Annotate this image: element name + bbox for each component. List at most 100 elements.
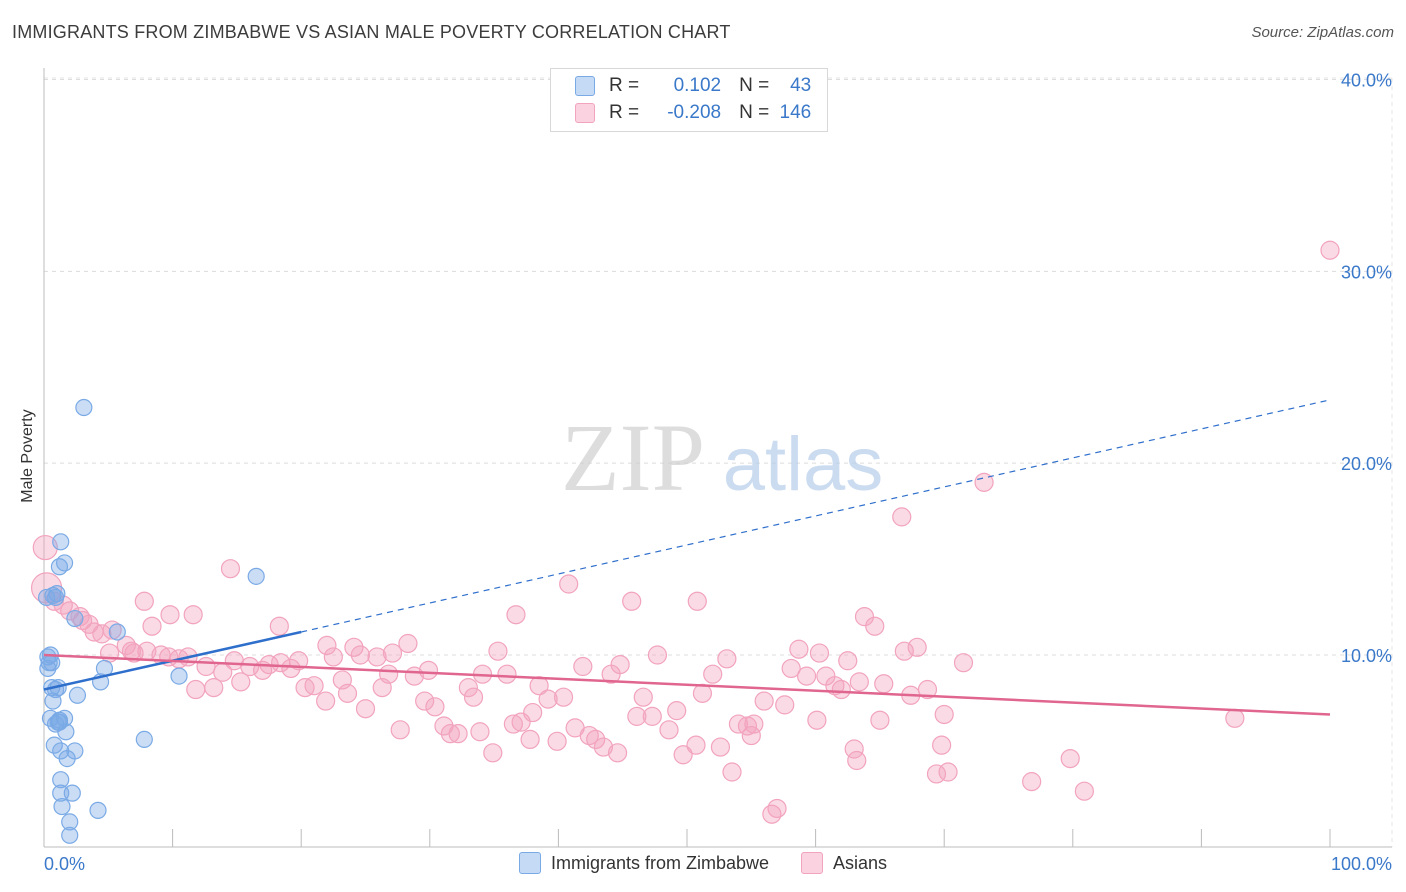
data-point-asians [622,591,642,611]
data-point-asians [807,710,827,730]
data-point-zimbabwe [50,558,69,576]
data-point-asians [448,724,468,744]
correlation-legend: R = 0.102 N = 43 R = -0.208 N = 146 [550,68,828,132]
legend-r-label: R = [609,75,640,96]
data-point-asians [240,656,260,677]
y-tick-label: 40.0% [1341,71,1392,91]
legend-label-asians: Asians [833,852,888,873]
data-point-asians [789,639,809,659]
data-point-asians [102,620,122,640]
data-point-asians [892,507,912,527]
data-point-asians [692,683,713,703]
data-point-asians [762,804,782,824]
legend-r-value: 0.102 [673,75,722,96]
data-point-asians [775,695,795,715]
data-point-asians [844,739,864,759]
data-point-zimbabwe [61,826,79,844]
series-legend: Immigrants from Zimbabwe Asians [0,852,1406,874]
data-point-asians [938,762,958,782]
data-point-asians [160,605,180,625]
data-point-zimbabwe [53,797,71,816]
data-point-zimbabwe [61,813,79,831]
data-point-asians [344,637,364,657]
data-point-asians [323,647,343,667]
watermark-atlas: atlas [723,422,884,507]
data-point-asians [607,743,628,763]
data-point-asians [415,691,435,711]
legend-item-asians: Asians [801,852,887,874]
data-point-asians [573,656,593,677]
data-point-zimbabwe [108,623,126,641]
data-point-zimbabwe [50,711,69,729]
data-point-asians [398,633,418,654]
data-point-asians [781,658,801,679]
data-point-asians [667,701,687,721]
legend-swatch-zimbabwe [518,852,541,874]
data-point-zimbabwe [63,784,81,802]
data-point-asians [220,559,241,579]
data-point-asians [1225,708,1245,728]
data-point-asians [390,720,410,740]
data-point-zimbabwe [45,736,63,754]
data-point-asians [831,679,851,700]
legend-item-zimbabwe: Immigrants from Zimbabwe [518,852,769,874]
data-point-asians [523,702,543,723]
data-point-asians [463,687,484,707]
data-point-asians [627,706,647,726]
data-point-asians [932,735,952,755]
chart-title: IMMIGRANTS FROM ZIMBABWE VS ASIAN MALE P… [12,22,731,42]
tick-labels: 10.0% 20.0% 30.0% 40.0% 0.0% 100.0% [44,71,1392,875]
x-tick-label: 100.0% [1331,854,1392,874]
data-point-asians [425,697,445,717]
data-point-asians [865,616,885,636]
data-point-asians [1060,748,1080,769]
data-point-asians [231,672,251,692]
data-point-asians [847,750,867,771]
data-point-asians [559,574,579,594]
data-point-asians [659,720,679,740]
data-point-asians [610,654,630,675]
data-point-asians [316,691,336,711]
data-point-asians [142,616,162,636]
data-point-asians [633,687,653,707]
data-point-asians [488,641,508,661]
data-point-asians [506,605,526,625]
legend-swatch-zimbabwe [575,76,595,96]
data-point-asians [809,643,830,663]
data-point-asians [289,651,309,671]
data-point-asians [281,658,301,679]
data-point-asians [92,624,112,644]
data-point-asians [317,635,337,656]
data-point-asians [849,672,869,692]
data-point-asians [917,679,938,700]
data-point-zimbabwe [89,801,107,819]
legend-swatch-asians [575,103,595,123]
legend-row-asians: R = -0.208 N = 146 [551,100,811,126]
legend-swatch-asians [801,852,824,874]
data-point-asians [796,666,817,686]
trend-line-asians [43,653,1331,716]
data-point-asians [503,714,523,734]
legend-n-label: N = [739,75,770,96]
legend-row-zimbabwe: R = 0.102 N = 43 [551,73,811,99]
data-point-asians [547,731,567,751]
data-point-zimbabwe [68,686,87,704]
data-point-asians [673,745,693,765]
axes [43,68,1392,848]
data-point-asians [586,729,606,750]
data-point-asians [553,687,574,707]
data-point-asians [722,762,742,782]
data-point-asians [520,729,540,750]
data-point-asians [497,664,517,684]
data-point-zimbabwe [135,730,153,749]
data-point-asians [458,678,478,698]
data-point-asians [204,678,224,698]
data-point-asians [350,645,370,665]
data-point-asians [838,651,858,671]
watermark-zip: ZIP [561,404,705,511]
legend-n-value: 146 [779,102,812,123]
data-point-zimbabwe [66,609,84,628]
data-point-asians [907,637,927,657]
data-point-asians [717,649,737,669]
data-point-asians [32,534,58,561]
